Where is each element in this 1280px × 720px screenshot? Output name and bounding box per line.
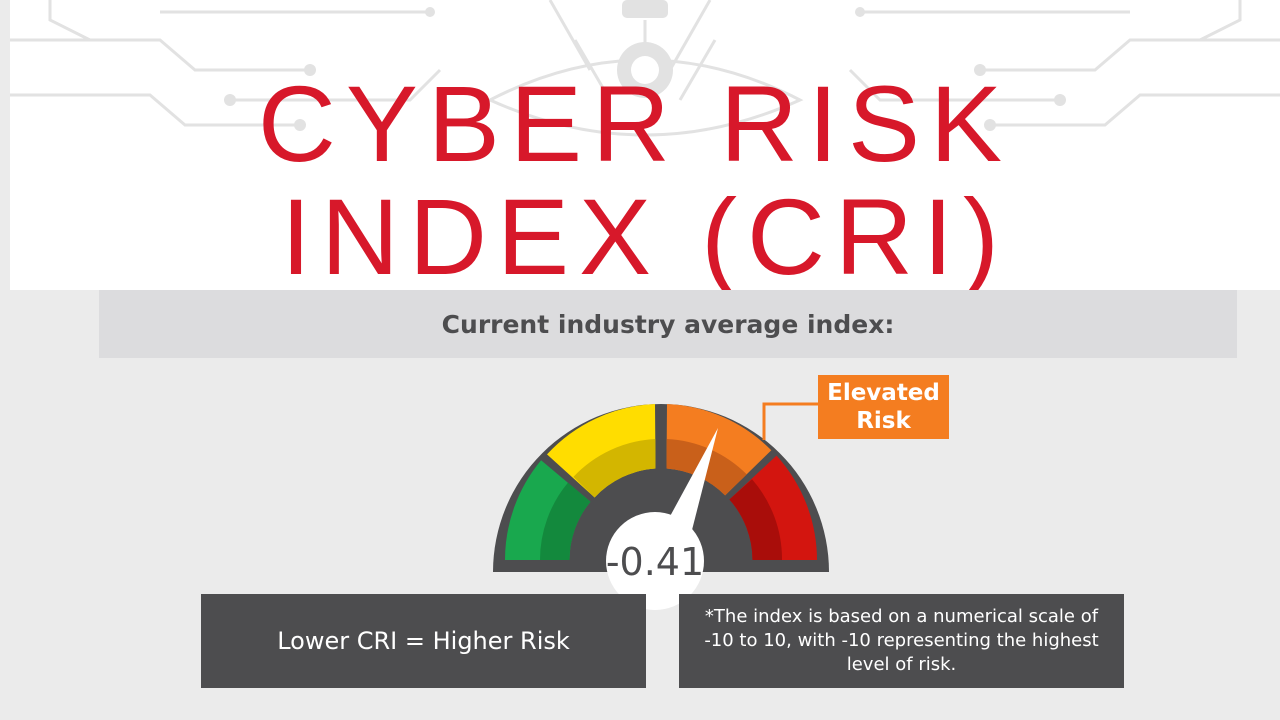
- gauge-center-dial: [606, 512, 704, 610]
- gauge-segment-yellow-shade: [573, 439, 656, 498]
- gauge-value: -0.41: [606, 540, 704, 584]
- subtitle-bar: Current industry average index:: [99, 290, 1237, 358]
- risk-level-line-2: Risk: [856, 408, 911, 434]
- callout-connector: [762, 402, 818, 440]
- circuit-eye-background: [10, 0, 1280, 137]
- risk-legend-text: Lower CRI = Higher Risk: [277, 627, 570, 655]
- risk-level-callout: Elevated Risk: [818, 375, 949, 439]
- header-banner: CYBER RISK INDEX (CRI): [10, 0, 1280, 290]
- subtitle: Current industry average index:: [441, 309, 895, 339]
- page-title-line-2: INDEX (CRI): [281, 176, 1009, 291]
- risk-legend-box: Lower CRI = Higher Risk: [201, 594, 646, 688]
- gauge-needle: [668, 428, 718, 530]
- page-title-line-1: CYBER RISK: [257, 63, 1013, 184]
- gauge-segment-green-shade: [540, 482, 591, 560]
- scale-note-text: *The index is based on a numerical scale…: [704, 606, 1099, 675]
- risk-level-line-1: Elevated: [827, 380, 940, 406]
- gauge-segment-red-shade: [729, 479, 783, 560]
- scale-note-box: *The index is based on a numerical scale…: [679, 594, 1124, 688]
